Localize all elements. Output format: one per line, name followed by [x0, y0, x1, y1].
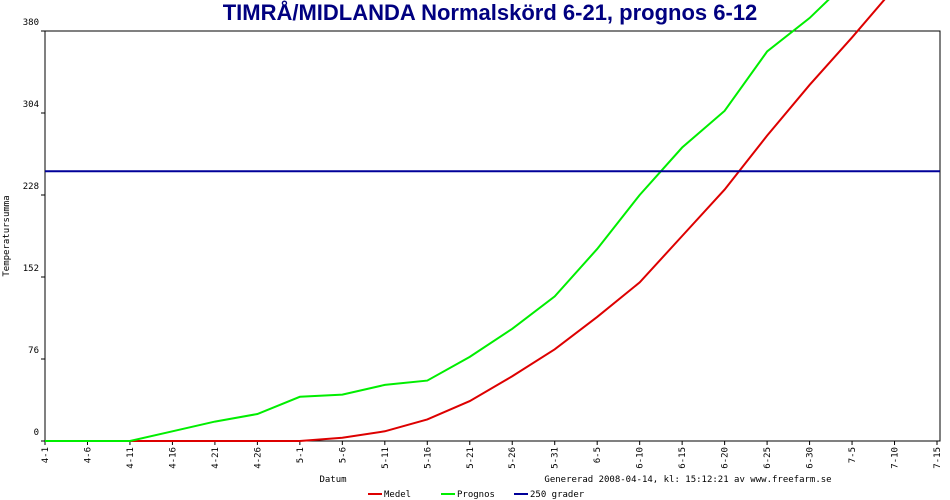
y-tick-label: 0	[34, 428, 39, 438]
x-tick-label: 7-15	[933, 447, 943, 469]
x-axis-label: Datum	[319, 475, 346, 485]
x-tick-label: 7-5	[848, 447, 858, 463]
x-tick-label: 4-11	[126, 447, 136, 469]
x-tick-label: 5-1	[296, 447, 306, 463]
footer: Genererad 2008-04-14, kl: 15:12:21 av ww…	[544, 475, 831, 485]
x-tick-label: 6-5	[593, 447, 603, 463]
x-tick-label: 5-31	[551, 447, 561, 469]
x-tick-label: 4-6	[83, 447, 93, 463]
legend-label: 250 grader	[530, 490, 585, 500]
x-tick-label: 6-25	[763, 447, 773, 469]
x-tick-label: 5-21	[466, 447, 476, 469]
y-axis-label: Temperatursumma	[2, 195, 12, 276]
x-tick-label: 6-20	[721, 447, 731, 469]
x-tick-label: 4-1	[41, 447, 51, 463]
chart-title: TIMRÅ/MIDLANDA Normalskörd 6-21, prognos…	[223, 0, 758, 25]
y-tick-label: 380	[23, 18, 39, 28]
series-line	[45, 0, 886, 442]
y-tick-label: 228	[23, 182, 39, 192]
x-tick-label: 5-6	[338, 447, 348, 463]
x-tick-label: 6-15	[678, 447, 688, 469]
x-tick-label: 5-11	[381, 447, 391, 469]
y-tick-label: 152	[23, 264, 39, 274]
x-tick-label: 4-16	[168, 447, 178, 469]
y-tick-label: 304	[23, 100, 39, 110]
series-line	[45, 0, 830, 442]
y-tick-label: 76	[28, 346, 39, 356]
x-tick-label: 6-10	[636, 447, 646, 469]
legend-label: Prognos	[457, 490, 495, 500]
plot-frame	[44, 30, 941, 442]
x-tick-label: 4-26	[253, 447, 263, 469]
x-tick-label: 7-10	[891, 447, 901, 469]
x-tick-label: 5-16	[423, 447, 433, 469]
x-tick-label: 6-30	[806, 447, 816, 469]
x-tick-label: 4-21	[211, 447, 221, 469]
legend-label: Medel	[384, 490, 411, 500]
x-tick-label: 5-26	[508, 447, 518, 469]
